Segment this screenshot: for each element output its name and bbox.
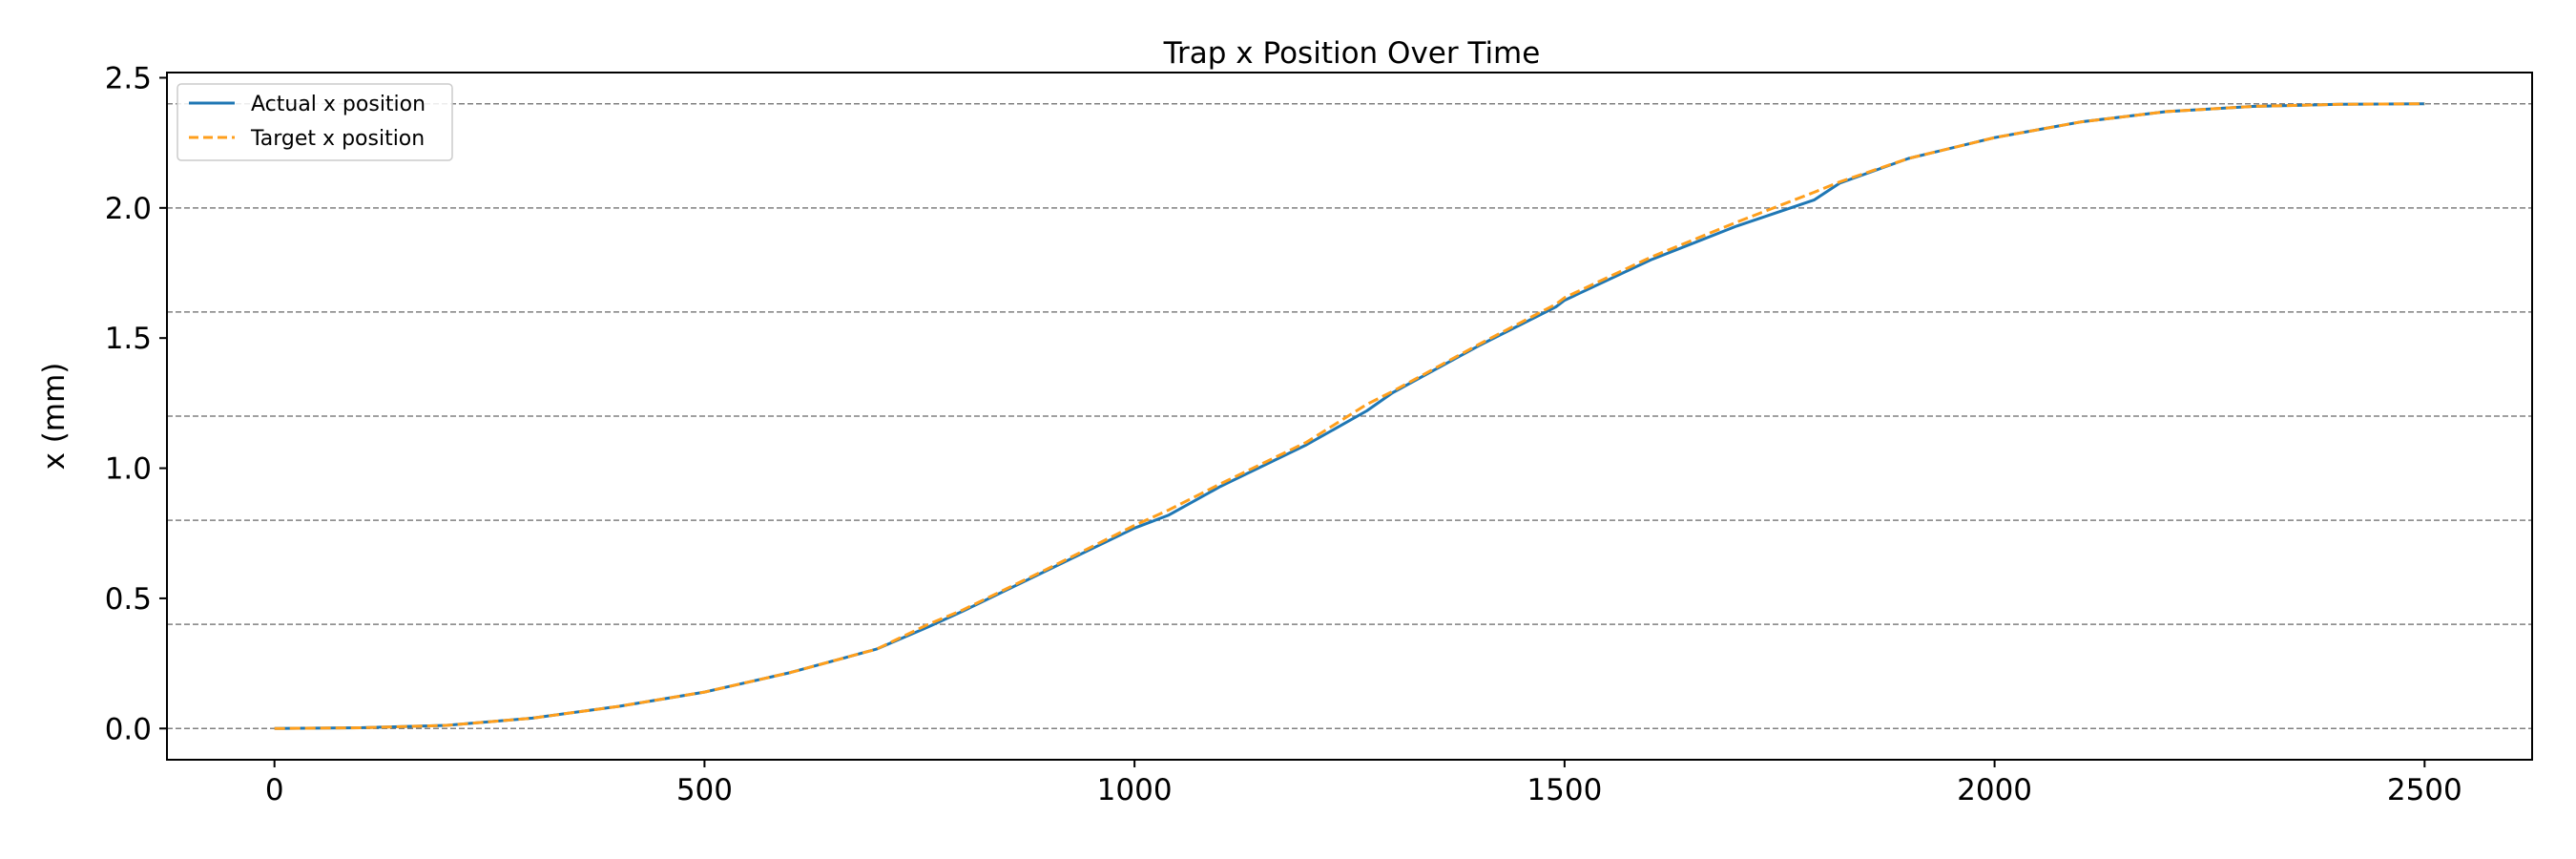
chart-title: Trap x Position Over Time <box>1163 36 1541 71</box>
x-tick-label: 2500 <box>2387 773 2462 807</box>
legend-label: Target x position <box>250 127 425 151</box>
y-tick-label: 1.5 <box>105 322 152 356</box>
y-tick-label: 0.5 <box>105 582 152 617</box>
legend-label: Actual x position <box>251 93 426 116</box>
legend-box <box>177 83 453 161</box>
x-tick-label: 2000 <box>1957 773 2032 807</box>
reference-lines <box>167 102 2532 730</box>
y-axis-ticks: 0.0 0.5 1.0 1.5 2.0 2.5 <box>105 61 167 746</box>
y-tick-label: 2.5 <box>105 61 152 95</box>
plot-frame <box>166 72 2533 761</box>
y-tick-label: 1.0 <box>105 452 152 487</box>
series-lines <box>274 102 2425 730</box>
legend: Actual x position Target x position <box>177 83 453 161</box>
x-axis-ticks: 0 500 1000 1500 2000 2500 <box>265 760 2462 807</box>
target-position-line <box>274 102 2425 730</box>
y-tick-label: 2.0 <box>105 192 152 226</box>
x-tick-label: 1000 <box>1097 773 1173 807</box>
y-axis-label: x (mm) <box>37 363 72 471</box>
x-tick-label: 500 <box>676 773 733 807</box>
x-tick-label: 1500 <box>1527 773 1602 807</box>
x-tick-label: 0 <box>265 773 284 807</box>
y-tick-label: 0.0 <box>105 712 152 746</box>
